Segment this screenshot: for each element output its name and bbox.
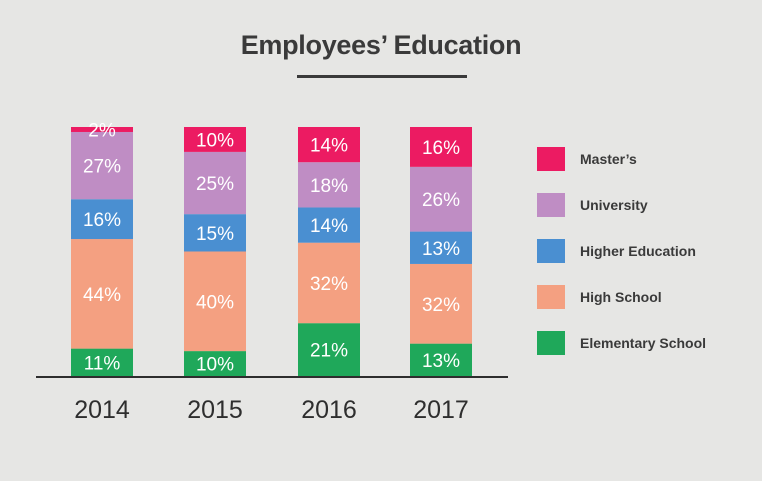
data-label-2015-high-school: 40%: [196, 292, 234, 313]
bar-segment-2016-high-school: [298, 242, 360, 324]
data-label-2014-university: 27%: [83, 157, 121, 178]
legend-item-university: University: [537, 193, 648, 217]
legend-item-higher-education: Higher Education: [537, 239, 696, 263]
x-tick-label-2016: 2016: [301, 396, 357, 424]
bar-segment-2015-master-s: [184, 127, 246, 152]
bar-segment-2014-higher-education: [71, 199, 133, 240]
chart-title: Employees’ Education: [240, 30, 522, 60]
legend-swatch-university: [537, 193, 565, 217]
data-label-2017-master-s: 16%: [422, 138, 460, 159]
data-label-2015-university: 25%: [196, 174, 234, 195]
data-label-2016-elementary-school: 21%: [310, 341, 348, 362]
data-label-2017-higher-education: 13%: [422, 239, 460, 260]
bar-segment-2014-master-s: [71, 127, 133, 132]
bar-segment-2017-master-s: [410, 127, 472, 167]
bar-segment-2015-high-school: [184, 251, 246, 352]
legend-swatch-elementary-school: [537, 331, 565, 355]
data-label-2016-master-s: 14%: [310, 136, 348, 157]
data-label-2014-master-s: 2%: [88, 120, 116, 141]
data-label-2014-elementary-school: 11%: [84, 353, 121, 374]
x-tick-label-2014: 2014: [74, 396, 130, 424]
bar-segment-2017-university: [410, 166, 472, 232]
legend-item-high-school: High School: [537, 285, 662, 309]
data-label-2015-elementary-school: 10%: [196, 355, 234, 376]
bar-segment-2016-master-s: [298, 127, 360, 163]
legend-label-higher-education: Higher Education: [580, 243, 696, 259]
legend-label-elementary-school: Elementary School: [580, 335, 706, 351]
x-tick-label-2015: 2015: [187, 396, 243, 424]
data-label-2014-high-school: 44%: [83, 285, 121, 306]
legend-label-high-school: High School: [580, 289, 662, 305]
legend-swatch-high-school: [537, 285, 565, 309]
bar-segment-2015-higher-education: [184, 214, 246, 252]
bars-layer: 11% 44% 16% 27% 2% 10% 40% 15% 25% 10% 21% 32% 14% 18…: [71, 120, 472, 376]
legend: Master’s University Higher Education High S…: [537, 147, 706, 355]
data-label-2016-high-school: 32%: [310, 274, 348, 295]
data-label-2015-higher-education: 15%: [196, 224, 234, 245]
bar-segment-2017-elementary-school: [410, 343, 472, 376]
legend-label-master-s: Master’s: [580, 151, 637, 167]
x-axis-ticks: 2014 2015 2016 2017: [74, 396, 469, 424]
bar-segment-2016-elementary-school: [298, 323, 360, 376]
x-tick-label-2017: 2017: [413, 396, 469, 424]
data-label-2017-elementary-school: 13%: [422, 351, 460, 372]
bar-segment-2016-higher-education: [298, 207, 360, 243]
data-label-2015-master-s: 10%: [196, 130, 234, 151]
data-label-2016-higher-education: 14%: [310, 216, 348, 237]
bar-segment-2014-high-school: [71, 239, 133, 349]
bar-segment-2017-high-school: [410, 263, 472, 344]
data-label-2017-university: 26%: [422, 190, 460, 211]
bar-segment-2016-university: [298, 162, 360, 208]
legend-item-master-s: Master’s: [537, 147, 637, 171]
bar-segment-2015-university: [184, 151, 246, 215]
data-label-2016-university: 18%: [310, 176, 348, 197]
data-label-2017-high-school: 32%: [422, 295, 460, 316]
bar-segment-2014-university: [71, 131, 133, 200]
bar-segment-2015-elementary-school: [184, 351, 246, 376]
title-underline: [297, 75, 467, 78]
legend-swatch-master-s: [537, 147, 565, 171]
legend-label-university: University: [580, 197, 648, 213]
legend-swatch-higher-education: [537, 239, 565, 263]
bar-segment-2014-elementary-school: [71, 348, 133, 376]
data-label-2014-higher-education: 16%: [83, 210, 121, 231]
bar-segment-2017-higher-education: [410, 231, 472, 264]
legend-item-elementary-school: Elementary School: [537, 331, 706, 355]
